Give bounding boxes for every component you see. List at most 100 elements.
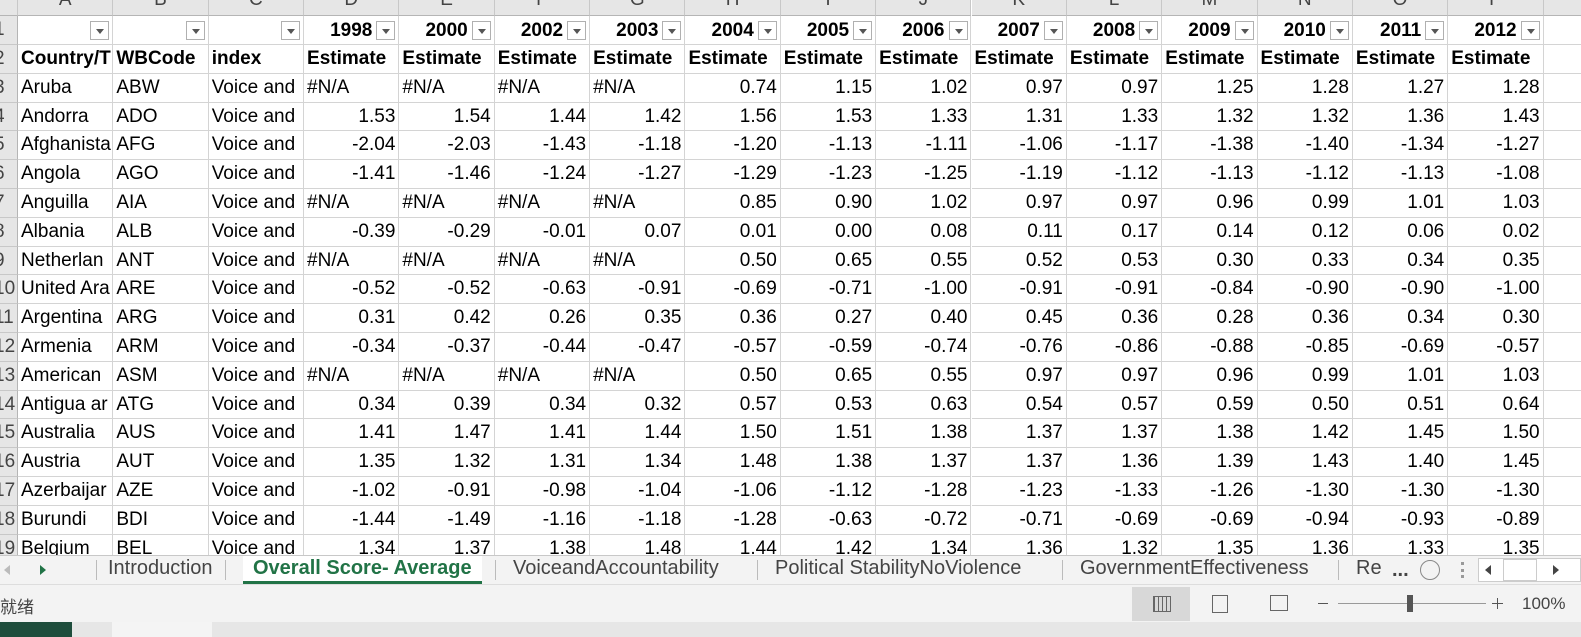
column-header[interactable]: C [208, 0, 305, 16]
cell[interactable]: 1.37 [399, 534, 495, 555]
cell[interactable]: 0.36 [685, 304, 781, 333]
cell[interactable]: -1.38 [1162, 131, 1258, 161]
cell[interactable]: -1.44 [304, 505, 400, 535]
cell[interactable]: ANT [113, 246, 209, 276]
cell[interactable]: 1.43 [1257, 448, 1353, 477]
cell[interactable]: Aruba [18, 73, 114, 103]
cell[interactable]: -1.23 [780, 160, 877, 189]
sheet-tab[interactable]: GovernmentEffectiveness [1080, 557, 1309, 579]
cell[interactable]: 2011 [1352, 16, 1449, 45]
cell[interactable]: -0.88 [1162, 333, 1258, 362]
cell[interactable]: #N/A [399, 73, 495, 103]
cell[interactable]: 1998 [304, 16, 400, 45]
normal-view[interactable] [1132, 587, 1190, 621]
cell[interactable]: 1.51 [780, 419, 877, 449]
add-sheet[interactable] [1420, 560, 1440, 580]
cell[interactable]: Voice and [208, 333, 305, 362]
cell[interactable]: 2008 [1066, 16, 1163, 45]
column-header[interactable]: M [1162, 0, 1258, 16]
cell[interactable]: -0.69 [1066, 505, 1163, 535]
row-header[interactable]: 15 [0, 419, 18, 449]
cell[interactable]: Voice and [208, 246, 305, 276]
cell[interactable]: 0.97 [1066, 361, 1163, 391]
cell[interactable]: 1.32 [1257, 102, 1353, 132]
column-header[interactable]: E [399, 0, 495, 16]
cell[interactable]: 1.15 [780, 73, 877, 103]
zoom-level[interactable]: 100% [1522, 594, 1566, 613]
cell[interactable]: 0.00 [780, 217, 877, 247]
scroll-left[interactable] [4, 565, 10, 575]
cell[interactable]: BEL [113, 534, 209, 555]
cell[interactable]: Voice and [208, 131, 305, 161]
cell[interactable]: 0.50 [1257, 390, 1353, 420]
cell[interactable]: United Ara [18, 275, 114, 305]
cell[interactable]: Burundi [18, 505, 114, 535]
cell[interactable]: 0.96 [1162, 189, 1258, 218]
row-header[interactable]: 8 [0, 217, 18, 247]
cell[interactable]: 0.34 [1352, 304, 1449, 333]
cell[interactable]: 1.35 [304, 448, 400, 477]
filter-button[interactable] [1043, 21, 1063, 40]
cell[interactable]: 0.90 [780, 189, 877, 218]
row-header[interactable]: 19 [0, 534, 18, 555]
cell[interactable]: 1.37 [971, 419, 1067, 449]
cell[interactable]: Voice and [209, 534, 305, 555]
cell[interactable]: Estimate [399, 45, 495, 74]
filter-button[interactable] [757, 21, 777, 40]
cell[interactable] [1543, 103, 1581, 132]
cell[interactable]: 1.36 [1258, 534, 1353, 555]
cell[interactable]: WBCode [113, 45, 209, 74]
cell[interactable]: -1.12 [780, 477, 877, 506]
cell[interactable]: -1.29 [685, 160, 781, 189]
cell[interactable]: Estimate [780, 45, 877, 74]
cell[interactable]: #N/A [399, 246, 495, 276]
cell[interactable]: #N/A [399, 189, 495, 218]
cell[interactable]: -1.40 [1257, 131, 1353, 161]
cell[interactable]: 0.63 [876, 390, 972, 420]
cell[interactable]: -1.28 [685, 505, 781, 535]
cell[interactable]: Voice and [208, 189, 305, 218]
cell[interactable]: -1.08 [1448, 160, 1544, 189]
cell[interactable]: 1.37 [876, 448, 972, 477]
cell[interactable] [1543, 362, 1581, 391]
cell[interactable]: 0.17 [1066, 217, 1163, 247]
row-header[interactable]: 5 [0, 131, 18, 161]
cell[interactable]: 1.03 [1448, 189, 1544, 218]
cell[interactable]: #N/A [494, 361, 591, 391]
cell[interactable]: 1.03 [1448, 361, 1544, 391]
filter-button[interactable] [376, 21, 396, 40]
cell[interactable]: 0.30 [1448, 304, 1544, 333]
cell[interactable]: -0.59 [780, 333, 877, 362]
cell[interactable]: 0.50 [685, 246, 781, 276]
cell[interactable]: -1.02 [304, 477, 400, 506]
cell[interactable]: Antigua ar [18, 390, 114, 420]
cell[interactable]: index [208, 45, 305, 74]
cell[interactable]: -1.23 [971, 477, 1067, 506]
cell[interactable]: 1.38 [1162, 419, 1258, 449]
cell[interactable]: Voice and [208, 505, 305, 535]
cell[interactable]: 0.97 [971, 73, 1067, 103]
cell[interactable]: -0.90 [1257, 275, 1353, 305]
cell[interactable] [1543, 74, 1581, 103]
cell[interactable]: -0.47 [590, 333, 686, 362]
cell[interactable] [1543, 419, 1581, 449]
cell[interactable]: Estimate [876, 45, 972, 74]
row-header[interactable]: 17 [0, 477, 18, 506]
cell[interactable]: -1.17 [1066, 131, 1163, 161]
sheet-tab[interactable]: Overall Score- Average [243, 556, 482, 584]
cell[interactable]: -0.74 [876, 333, 972, 362]
cell[interactable] [1543, 448, 1581, 477]
cell[interactable]: -0.69 [685, 275, 781, 305]
cell[interactable]: ABW [113, 73, 209, 103]
cell[interactable]: -1.06 [685, 477, 781, 506]
cell[interactable]: Voice and [208, 160, 305, 189]
cell[interactable]: -0.94 [1257, 505, 1353, 535]
cell[interactable]: 1.34 [876, 534, 972, 555]
cell[interactable] [1544, 535, 1581, 555]
cell[interactable]: AIA [113, 189, 209, 218]
cell[interactable]: Voice and [208, 477, 305, 506]
page-break-view[interactable] [1270, 595, 1288, 611]
cell[interactable] [1543, 506, 1581, 535]
cell[interactable] [1543, 391, 1581, 420]
cell[interactable]: 2006 [876, 16, 972, 45]
